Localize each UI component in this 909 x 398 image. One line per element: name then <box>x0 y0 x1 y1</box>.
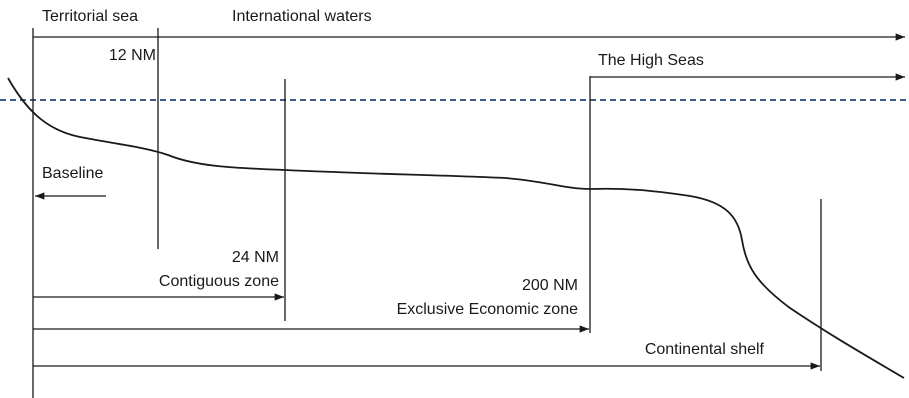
international-waters-label: International waters <box>232 8 372 25</box>
baseline-label: Baseline <box>42 165 104 182</box>
nm12-label: 12 NM <box>108 47 156 64</box>
nm200-label: 200 NM <box>521 277 578 294</box>
high-seas-label: The High Seas <box>598 52 704 69</box>
eez-label: Exclusive Economic zone <box>396 301 578 318</box>
nm24-label: 24 NM <box>231 249 279 266</box>
territorial-sea-label: Territorial sea <box>42 8 139 25</box>
contiguous-zone-label: Contiguous zone <box>158 273 279 290</box>
seabed-profile <box>7 77 905 379</box>
continental-shelf-label: Continental shelf <box>644 341 764 358</box>
